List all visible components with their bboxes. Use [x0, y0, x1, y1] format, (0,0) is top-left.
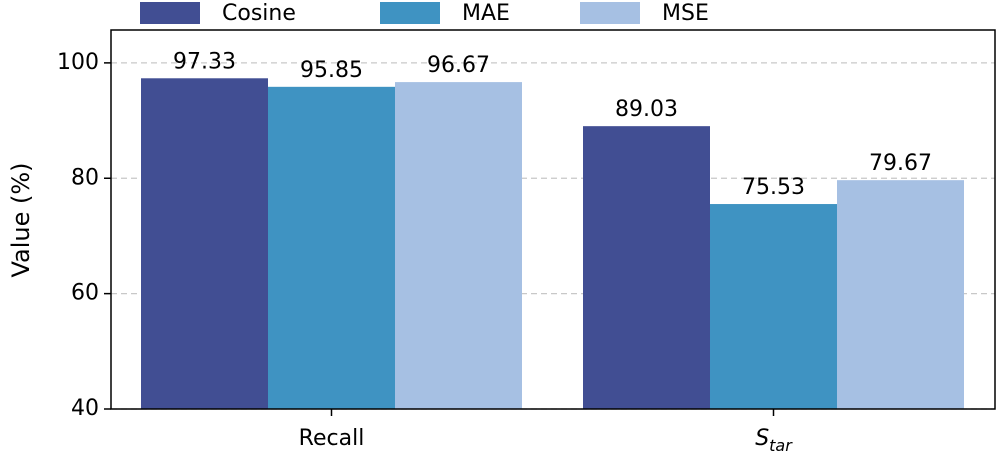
- value-label: 75.53: [742, 175, 805, 200]
- y-axis-label: Value (%): [7, 162, 35, 277]
- legend-swatch: [140, 2, 200, 24]
- bar: [710, 204, 837, 409]
- y-tick-label: 100: [57, 50, 99, 75]
- bar: [395, 82, 522, 409]
- x-tick-label: Recall: [299, 426, 365, 451]
- value-label: 79.67: [869, 151, 932, 176]
- y-tick-label: 60: [71, 281, 99, 306]
- x-tick-label: Star: [755, 426, 793, 454]
- value-label: 89.03: [615, 97, 678, 122]
- legend-swatch: [380, 2, 440, 24]
- y-tick-label: 40: [71, 396, 99, 421]
- plot-frame: [110, 29, 996, 410]
- bar: [837, 180, 964, 409]
- legend-swatch: [580, 2, 640, 24]
- legend-label: MAE: [462, 1, 510, 26]
- bar: [583, 126, 710, 409]
- y-tick-label: 80: [71, 165, 99, 190]
- value-label: 97.33: [173, 49, 236, 74]
- legend-label: MSE: [662, 1, 709, 26]
- bar: [268, 86, 395, 409]
- bar: [141, 78, 268, 409]
- value-label: 95.85: [300, 58, 363, 83]
- value-label: 96.67: [427, 53, 490, 78]
- legend-label: Cosine: [222, 1, 296, 26]
